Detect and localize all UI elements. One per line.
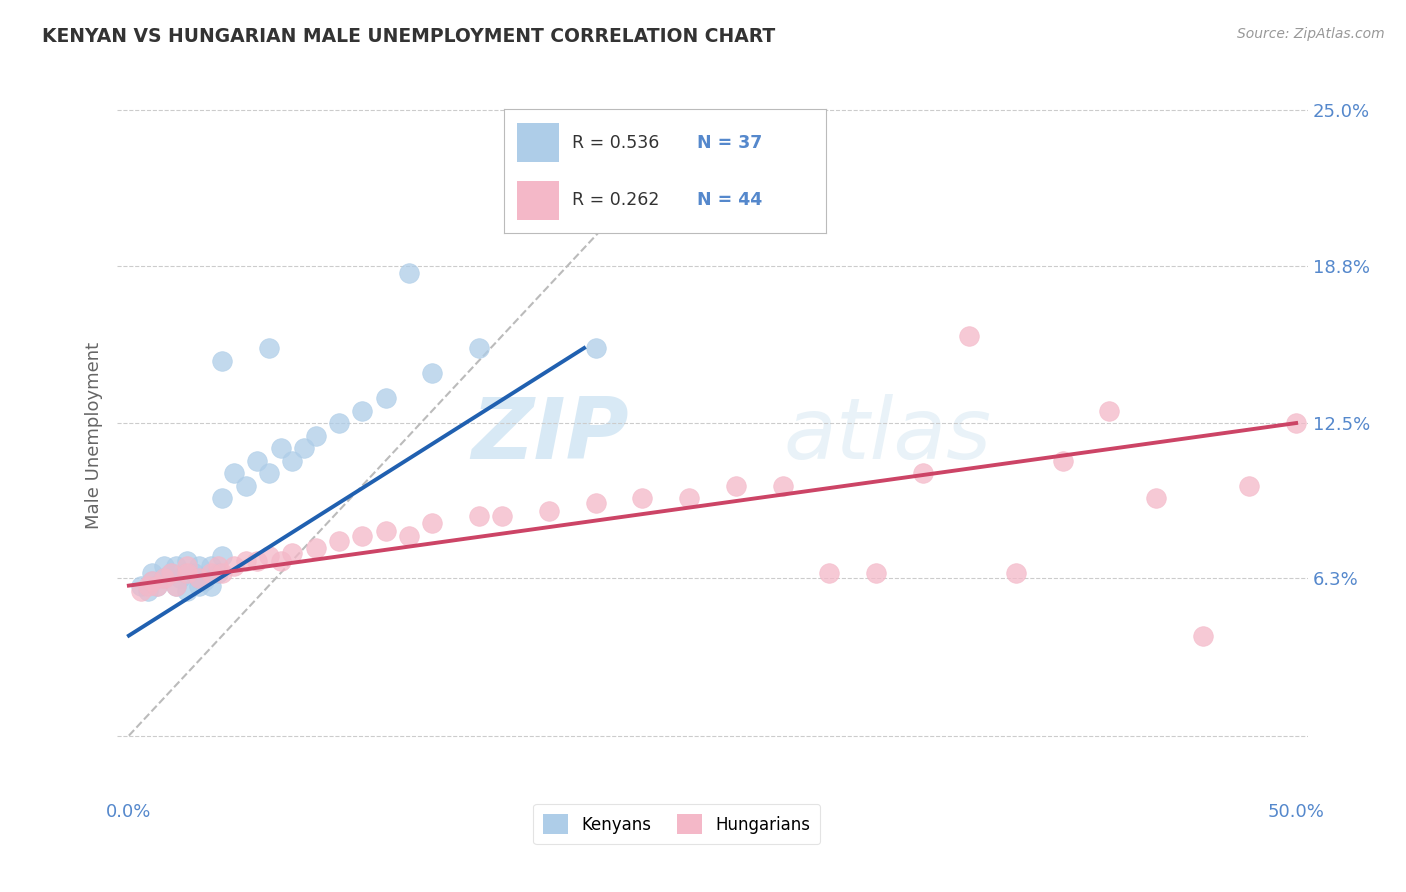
Point [538, 503, 561, 517]
Point [374, 391, 396, 405]
Point [911, 466, 934, 480]
Point [585, 341, 607, 355]
Point [328, 533, 350, 548]
Point [304, 541, 326, 555]
Point [772, 478, 794, 492]
Y-axis label: Male Unemployment: Male Unemployment [86, 342, 103, 529]
Point [136, 578, 159, 592]
Point [304, 428, 326, 442]
Point [398, 528, 420, 542]
Point [153, 571, 176, 585]
Point [129, 578, 152, 592]
Point [153, 558, 176, 573]
Point [818, 566, 841, 580]
Point [235, 553, 257, 567]
Point [176, 553, 198, 567]
Point [165, 578, 187, 592]
Point [1191, 629, 1213, 643]
Point [176, 558, 198, 573]
Point [292, 441, 315, 455]
Point [200, 578, 222, 592]
Point [678, 491, 700, 505]
Point [193, 574, 215, 588]
Text: atlas: atlas [785, 394, 991, 477]
Point [422, 516, 444, 530]
Point [328, 416, 350, 430]
Point [422, 366, 444, 380]
Point [211, 566, 233, 580]
Point [141, 574, 163, 588]
Point [246, 453, 269, 467]
Point [235, 478, 257, 492]
Point [257, 341, 280, 355]
Point [1005, 566, 1028, 580]
Point [187, 571, 209, 585]
Point [270, 553, 292, 567]
Point [257, 549, 280, 563]
Point [153, 571, 176, 585]
Text: Source: ZipAtlas.com: Source: ZipAtlas.com [1237, 27, 1385, 41]
Point [468, 508, 491, 523]
Point [352, 403, 374, 417]
Point [352, 528, 374, 542]
Point [1052, 453, 1074, 467]
Point [281, 453, 304, 467]
Point [1098, 403, 1121, 417]
Point [146, 578, 169, 592]
Point [468, 341, 491, 355]
Point [374, 524, 396, 538]
Point [160, 566, 183, 580]
Point [1285, 416, 1308, 430]
Point [281, 546, 304, 560]
Point [246, 553, 269, 567]
Point [211, 353, 233, 368]
Point [146, 578, 169, 592]
Point [222, 466, 245, 480]
Point [398, 266, 420, 280]
Legend: Kenyans, Hungarians: Kenyans, Hungarians [533, 804, 820, 844]
Point [207, 566, 229, 580]
Point [176, 583, 198, 598]
Text: KENYAN VS HUNGARIAN MALE UNEMPLOYMENT CORRELATION CHART: KENYAN VS HUNGARIAN MALE UNEMPLOYMENT CO… [42, 27, 776, 45]
Point [183, 566, 205, 580]
Point [176, 566, 198, 580]
Point [257, 466, 280, 480]
Point [165, 558, 187, 573]
Point [200, 566, 222, 580]
Point [141, 574, 163, 588]
Point [160, 566, 183, 580]
Point [207, 558, 229, 573]
Point [957, 328, 980, 343]
Text: ZIP: ZIP [471, 394, 628, 477]
Point [211, 549, 233, 563]
Point [141, 566, 163, 580]
Point [724, 478, 747, 492]
Point [187, 578, 209, 592]
Point [187, 558, 209, 573]
Point [491, 508, 513, 523]
Point [865, 566, 887, 580]
Point [129, 583, 152, 598]
Point [211, 491, 233, 505]
Point [165, 578, 187, 592]
Point [169, 571, 191, 585]
Point [1144, 491, 1167, 505]
Point [270, 441, 292, 455]
Point [585, 496, 607, 510]
Point [187, 571, 209, 585]
Point [631, 491, 654, 505]
Point [1239, 478, 1261, 492]
Point [222, 558, 245, 573]
Point [136, 583, 159, 598]
Point [200, 558, 222, 573]
